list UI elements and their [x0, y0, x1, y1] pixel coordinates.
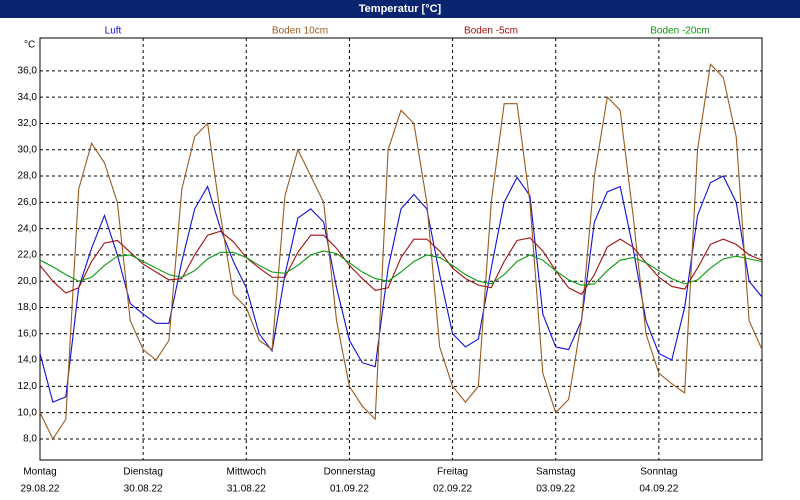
- x-tick-label: 31.08.22: [227, 484, 266, 495]
- y-tick-label: 8,0: [23, 434, 37, 445]
- data-line: [39, 250, 763, 286]
- x-tick-label: Dienstag: [123, 467, 162, 478]
- x-tick-label: Freitag: [437, 467, 468, 478]
- legend-label: Boden 10cm: [272, 26, 328, 37]
- data-line: [39, 63, 763, 441]
- y-axis-label: °C: [24, 40, 35, 51]
- legend-label: Boden -5cm: [464, 26, 518, 37]
- x-tick-label: Mittwoch: [227, 467, 266, 478]
- y-tick-label: 10,0: [18, 407, 38, 418]
- x-tick-label: 30.08.22: [124, 484, 163, 495]
- y-tick-label: 20,0: [18, 276, 38, 287]
- x-tick-label: Donnerstag: [324, 467, 376, 478]
- y-tick-label: 30,0: [18, 144, 38, 155]
- y-tick-label: 26,0: [18, 197, 38, 208]
- y-tick-label: 16,0: [18, 328, 38, 339]
- chart-title: Temperatur [°C]: [359, 3, 442, 15]
- x-tick-label: Sonntag: [640, 467, 677, 478]
- title-bar: [0, 0, 800, 18]
- y-tick-label: 18,0: [18, 302, 38, 313]
- y-tick-label: 24,0: [18, 223, 38, 234]
- y-tick-label: 28,0: [18, 171, 38, 182]
- y-tick-label: 14,0: [18, 355, 38, 366]
- y-tick-label: 36,0: [18, 66, 38, 77]
- y-tick-label: 12,0: [18, 381, 38, 392]
- y-tick-label: 34,0: [18, 92, 38, 103]
- legend-label: Boden -20cm: [650, 26, 709, 37]
- x-tick-label: 02.09.22: [433, 484, 472, 495]
- y-tick-label: 22,0: [18, 250, 38, 261]
- x-tick-label: Montag: [23, 467, 56, 478]
- data-line: [39, 230, 763, 296]
- x-tick-label: 03.09.22: [536, 484, 575, 495]
- x-tick-label: 29.08.22: [21, 484, 60, 495]
- legend-label: Luft: [105, 26, 122, 37]
- x-tick-label: Samstag: [536, 467, 575, 478]
- y-tick-label: 32,0: [18, 118, 38, 129]
- x-tick-label: 01.09.22: [330, 484, 369, 495]
- plot-frame: [39, 37, 763, 461]
- x-tick-label: 04.09.22: [639, 484, 678, 495]
